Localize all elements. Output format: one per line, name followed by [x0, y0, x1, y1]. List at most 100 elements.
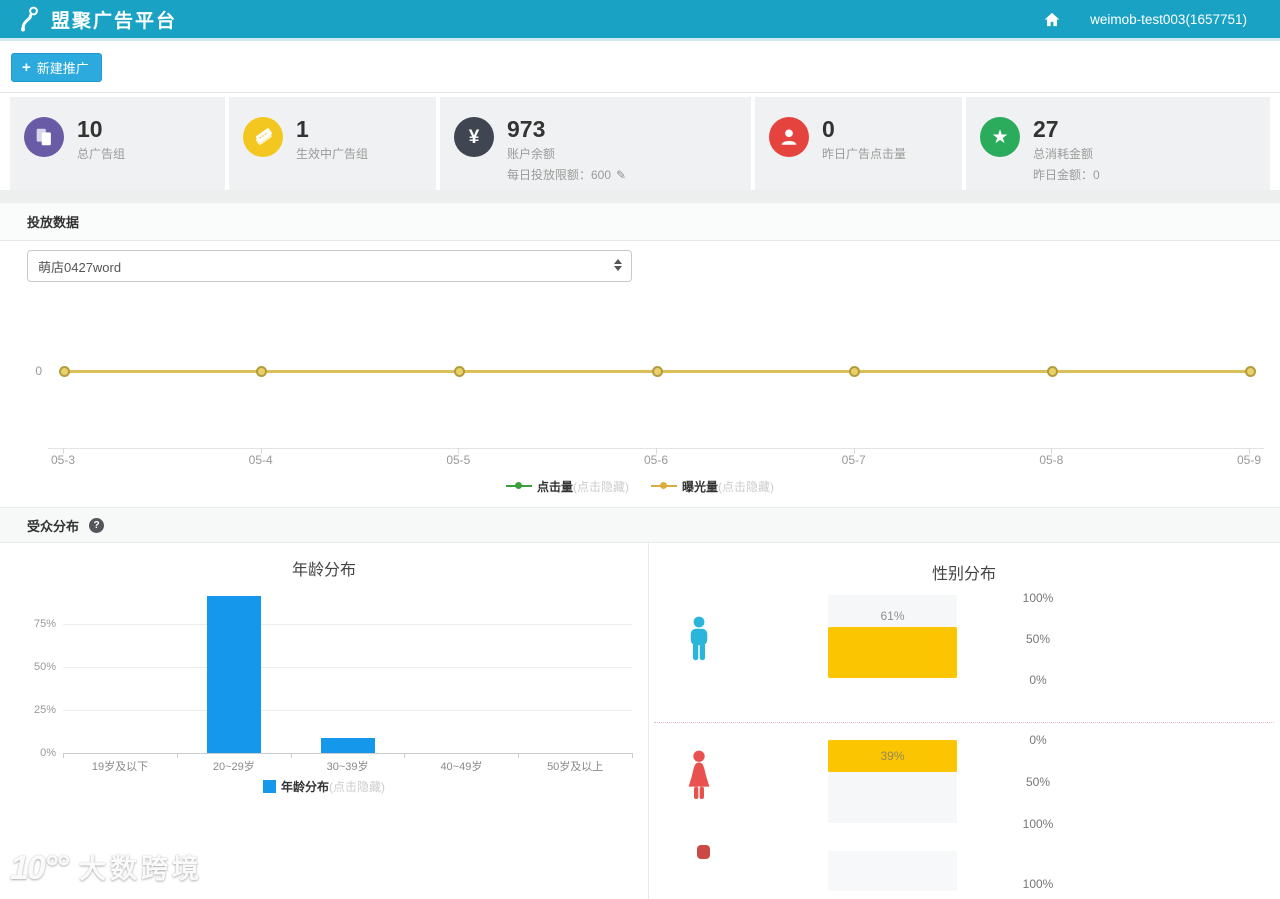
delivery-line-chart: 0 05-3 05-4 05-5 05-6 05-7 05-8 05-9: [0, 300, 1280, 475]
app-header: 盟聚广告平台 weimob-test003(1657751): [0, 0, 1280, 41]
partial-axis-100: 100%: [1022, 877, 1054, 891]
age-y-label: 75%: [33, 618, 56, 630]
female-axis-100: 100%: [1022, 817, 1054, 831]
legend-name: 点击量: [536, 480, 573, 494]
x-axis-label: 05-7: [841, 453, 866, 467]
stats-divider: [0, 190, 1280, 203]
new-campaign-button[interactable]: + 新建推广: [11, 53, 102, 82]
gender-chart-title: 性别分布: [931, 566, 996, 583]
legend-suffix: (点击隐藏): [573, 480, 629, 494]
x-axis-label: 05-4: [248, 453, 273, 467]
age-x-tick: [404, 753, 406, 758]
age-bar-20~29岁: [206, 596, 261, 753]
stat-card-total-adgroups: 10 总广告组: [10, 97, 225, 190]
age-legend-swatch: [262, 780, 276, 793]
account-name[interactable]: weimob-test003(1657751): [1090, 11, 1247, 27]
gridline-50: [63, 667, 632, 668]
age-legend-name: 年龄分布: [280, 780, 329, 794]
x-axis-tick: [63, 448, 64, 454]
partial-icon: [697, 845, 710, 859]
x-axis-label: 05-6: [643, 453, 669, 467]
age-x-tick: [176, 753, 178, 758]
age-y-label: 25%: [33, 704, 56, 716]
age-x-tick: [63, 753, 64, 758]
stat-value: 10: [77, 116, 103, 142]
x-axis-label: 05-9: [1236, 453, 1262, 467]
pages-icon: [24, 117, 64, 157]
line-data-point: [849, 366, 861, 377]
partial-bar-track: [828, 851, 957, 891]
toolbar: + 新建推广: [0, 44, 1280, 93]
home-icon[interactable]: [1044, 12, 1060, 27]
app-title: 盟聚广告平台: [51, 10, 178, 32]
delivery-section-title: 投放数据: [27, 215, 80, 230]
age-category-label: 40~49岁: [440, 761, 483, 773]
stat-label: 总消耗金额: [1033, 147, 1094, 161]
stat-value: 973: [507, 116, 546, 142]
age-chart-title: 年龄分布: [291, 562, 356, 579]
edit-limit-icon[interactable]: ✎: [616, 168, 627, 182]
select-arrows-icon: [614, 259, 622, 271]
age-category-label: 20~29岁: [212, 761, 255, 773]
x-axis-tick: [260, 448, 262, 454]
x-axis-tick: [1249, 448, 1250, 454]
female-value-label: 39%: [880, 749, 905, 763]
plus-icon: +: [22, 59, 31, 76]
legend-marker-icon: [505, 482, 532, 491]
age-legend-suffix: (点击隐藏): [329, 780, 385, 794]
campaign-select-value: 萌店0427word: [38, 259, 122, 275]
stat-card-active-adgroups: 1 生效中广告组: [229, 97, 436, 190]
stat-value: 0: [822, 116, 835, 142]
age-distribution-chart: 年龄分布 年龄分布 (点击隐藏) 0% 25% 50% 75% 19岁及以下 20~29岁…: [0, 541, 648, 899]
line-data-point: [58, 366, 70, 377]
stat-card-yesterday-clicks: 0 昨日广告点击量: [755, 97, 962, 190]
line-data-point: [1244, 366, 1256, 377]
female-icon: [688, 750, 710, 800]
yesterday-amount: 昨日金额：0: [1033, 168, 1100, 182]
age-bar-30~39岁: [320, 737, 375, 753]
stat-label: 生效中广告组: [296, 147, 369, 161]
female-axis-0: 0%: [1029, 733, 1047, 747]
gender-distribution-chart: 性别分布 61% 100% 50% 0% 39% 0% 50% 100%: [648, 541, 1280, 899]
campaign-select[interactable]: 萌店0427word: [27, 250, 632, 282]
stat-card-balance: ¥ 973 账户余额 每日投放限额：600 ✎: [440, 97, 751, 190]
age-y-label: 0%: [40, 747, 56, 759]
male-bar-fill: [828, 627, 957, 678]
x-axis-tick: [458, 448, 460, 454]
stat-label: 账户余额: [507, 147, 556, 161]
female-bar-track: 39%: [828, 740, 957, 823]
gridline-75: [63, 624, 632, 625]
exposure-line-series: [58, 366, 1256, 377]
line-ytick: 0: [35, 364, 42, 378]
audience-section-title: 受众分布: [27, 518, 80, 534]
legend-item-点击量[interactable]: 点击量 (点击隐藏): [505, 478, 629, 495]
age-y-label: 50%: [33, 661, 56, 673]
x-axis-label: 05-5: [446, 453, 471, 467]
age-chart-legend[interactable]: 年龄分布 (点击隐藏): [0, 778, 648, 795]
ticket-icon: [243, 117, 283, 157]
line-data-point: [1046, 366, 1058, 377]
panel-divider: [648, 541, 649, 899]
page-stitch-separator: [654, 722, 1274, 723]
line-data-point: [651, 366, 663, 377]
star-icon: ★: [980, 117, 1020, 157]
age-x-axis: [63, 753, 632, 754]
age-category-label: 30~39岁: [326, 761, 369, 773]
legend-name: 曝光量: [682, 480, 719, 494]
female-bar-fill: [828, 740, 957, 773]
app-logo-icon: [21, 6, 38, 32]
watermark-logo: 10°°: [10, 849, 69, 887]
delivery-section-header: 投放数据: [0, 203, 1280, 241]
age-x-tick: [632, 753, 633, 758]
header-right: weimob-test003(1657751): [1044, 12, 1280, 27]
new-campaign-label: 新建推广: [36, 61, 89, 76]
male-axis-0: 0%: [1029, 673, 1047, 687]
age-category-label: 19岁及以下: [91, 761, 149, 773]
legend-item-曝光量[interactable]: 曝光量 (点击隐藏): [651, 478, 774, 495]
watermark-text: 大数跨境: [79, 854, 204, 885]
x-axis-label: 05-3: [50, 453, 76, 467]
help-icon[interactable]: ?: [89, 517, 105, 533]
male-value-label: 61%: [880, 609, 905, 623]
age-category-label: 50岁及以上: [547, 761, 604, 773]
stat-value: 27: [1033, 116, 1059, 142]
